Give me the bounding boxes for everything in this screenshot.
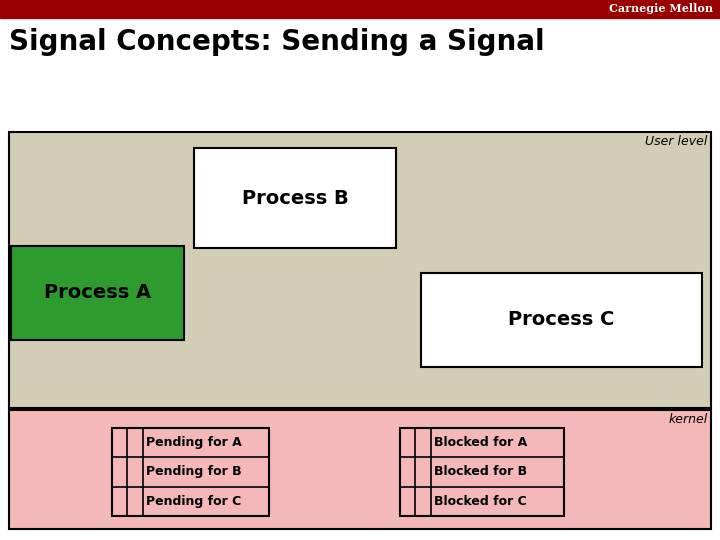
Text: Signal Concepts: Sending a Signal: Signal Concepts: Sending a Signal [9, 28, 544, 56]
Text: Blocked for C: Blocked for C [434, 495, 527, 508]
Text: Process A: Process A [44, 284, 150, 302]
Text: Process C: Process C [508, 310, 615, 329]
Text: Carnegie Mellon: Carnegie Mellon [609, 3, 713, 15]
Bar [9, 410, 711, 529]
Bar [421, 273, 702, 367]
Bar [11, 246, 184, 340]
Bar [112, 428, 269, 516]
Bar [0, 0, 720, 18]
Text: Blocked for B: Blocked for B [434, 465, 527, 478]
Text: Pending for C: Pending for C [146, 495, 241, 508]
Bar [194, 148, 396, 248]
Text: Pending for A: Pending for A [146, 436, 242, 449]
Text: kernel: kernel [668, 413, 708, 426]
Text: Pending for B: Pending for B [146, 465, 242, 478]
Bar [400, 428, 564, 516]
Text: Blocked for A: Blocked for A [434, 436, 528, 449]
Text: User level: User level [645, 135, 708, 148]
Text: Process B: Process B [242, 189, 348, 208]
Bar [9, 132, 711, 408]
